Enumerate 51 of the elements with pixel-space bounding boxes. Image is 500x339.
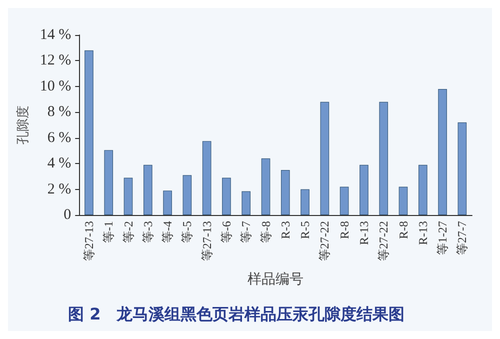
bar (300, 189, 310, 215)
x-tick-label: 等-8 (258, 221, 273, 243)
bar (320, 102, 330, 215)
y-axis-title: 孔隙度 (15, 106, 30, 144)
bar (261, 158, 270, 215)
x-tick-label: 等-2 (121, 221, 136, 243)
bar (222, 178, 231, 215)
x-tick-label: R-8 (337, 221, 352, 239)
bar (398, 186, 408, 215)
y-tick-label: 6 % (47, 130, 72, 146)
y-tick-label: 4 % (47, 156, 72, 172)
x-tick-label: 等27-22 (318, 221, 332, 261)
x-tick-label: R-13 (356, 221, 371, 245)
y-tick-label: 10 % (40, 78, 72, 94)
x-tick-label: 等-3 (140, 221, 155, 243)
x-tick-label: 等-4 (160, 221, 175, 243)
x-tick-label: 等-1 (102, 221, 116, 243)
bar (182, 175, 192, 215)
x-tick-label: 等27-7 (455, 221, 470, 255)
bar (202, 141, 212, 215)
bar (280, 170, 290, 215)
x-tick-label: 等1-27 (436, 221, 450, 255)
x-tick-label: 等-5 (180, 221, 194, 243)
bar (458, 122, 467, 215)
bar (242, 191, 251, 215)
x-tick-label: 等27-22 (376, 221, 391, 261)
x-axis-title: 样品编号 (248, 272, 304, 288)
bar (438, 89, 447, 215)
x-tick-label: 等-6 (219, 221, 234, 243)
x-tick-label: 等27-13 (200, 221, 214, 261)
caption: 图 2 龙马溪组黑色页岩样品压汞孔隙度结果图 (68, 304, 405, 324)
bar (104, 150, 114, 215)
y-tick-label: 14 % (40, 27, 72, 43)
x-tick-label: 等27-13 (82, 221, 96, 261)
x-tick-label: 等-7 (239, 221, 254, 243)
bar (163, 190, 172, 215)
bar (418, 164, 428, 215)
y-tick-label: 8 % (47, 104, 72, 120)
x-tick-label: R-5 (298, 221, 312, 239)
bar (143, 164, 152, 215)
x-tick-label: R-3 (278, 221, 292, 239)
bar (360, 164, 368, 215)
y-tick-label: 2 % (47, 181, 72, 198)
y-tick-label: 12 % (40, 52, 72, 69)
bar (340, 186, 349, 215)
bar (84, 50, 94, 215)
bar (124, 178, 133, 215)
bar (379, 102, 388, 215)
x-tick-label: R-13 (416, 221, 430, 245)
x-tick-label: R-8 (396, 221, 410, 239)
y-tick-label: 0 (64, 207, 72, 223)
